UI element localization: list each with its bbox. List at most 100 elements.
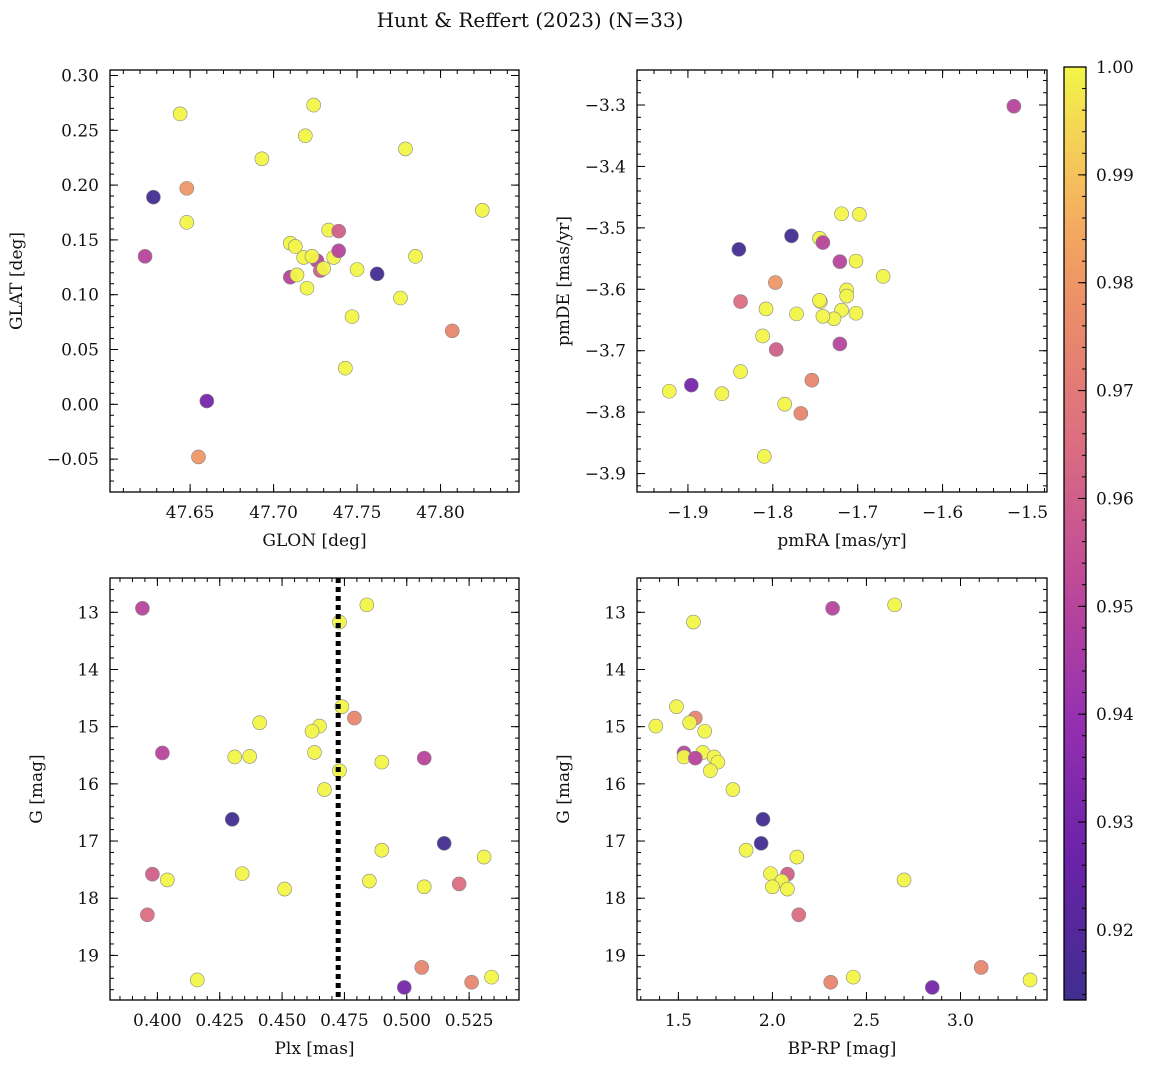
y-axis-label: G [mag] <box>27 754 47 823</box>
scatter-point <box>848 305 864 321</box>
x-tick-label: 0.475 <box>320 1011 369 1031</box>
colorbar-tick-label: 0.99 <box>1096 166 1134 186</box>
scatter-point <box>789 306 804 322</box>
y-axis-label: G [mag] <box>554 754 574 823</box>
x-tick-label: 0.525 <box>445 1011 494 1031</box>
scatter-point <box>191 449 206 465</box>
points <box>648 597 1038 995</box>
scatter-point <box>299 280 315 296</box>
scatter-point <box>304 723 320 739</box>
scatter-point <box>288 239 303 254</box>
scatter-point <box>733 294 748 309</box>
panels-layer: 47.65 47.70 47.75 47.80 −0.05 0.00 0.05 0.10 0.1… <box>7 66 1048 1059</box>
ticks <box>110 70 519 493</box>
scatter-point <box>242 749 257 764</box>
x-tick-label: −1.8 <box>752 503 793 523</box>
colorbar-tick-label: 0.93 <box>1096 813 1134 833</box>
scatter-point <box>227 749 242 765</box>
y-tick-label: −3.7 <box>585 342 626 362</box>
colorbar-gradient <box>1063 66 1087 1001</box>
scatter-point <box>755 328 770 344</box>
scatter-point <box>484 969 499 985</box>
scatter-point <box>145 866 160 882</box>
scatter-point <box>189 972 205 988</box>
scatter-point <box>172 106 188 122</box>
scatter-point <box>823 974 839 990</box>
y-tick-label: 0.10 <box>61 286 99 306</box>
x-tick-label: −1.6 <box>922 503 963 523</box>
y-tick-label: −0.05 <box>47 450 99 470</box>
colorbar-tick-label: 0.96 <box>1096 489 1134 509</box>
y-tick-label: 13 <box>604 603 626 623</box>
y-tick-label: 19 <box>604 946 626 966</box>
scatter-point <box>369 266 385 282</box>
scatter-point <box>317 782 332 797</box>
scatter-point <box>179 215 195 230</box>
scatter-point <box>1006 98 1022 114</box>
y-tick-label: 13 <box>77 603 99 623</box>
scatter-point <box>777 396 793 412</box>
scatter-point <box>839 288 854 304</box>
colorbar: 0.92 0.93 0.94 0.95 0.96 0.97 0.98 0.99 1.00 <box>1063 58 1134 1001</box>
scatter-point <box>688 750 703 766</box>
scatter-point <box>359 597 375 613</box>
colorbar-tick-label: 1.00 <box>1096 58 1134 78</box>
y-tick-label: 15 <box>77 718 99 738</box>
x-tick-label: 0.450 <box>258 1011 307 1031</box>
scatter-point <box>140 907 155 923</box>
scatter-point <box>146 189 161 205</box>
points <box>661 98 1022 464</box>
scatter-point <box>875 269 891 284</box>
x-tick-label: 47.80 <box>416 503 465 523</box>
scatter-point <box>252 715 267 730</box>
scatter-point <box>686 614 701 630</box>
scatter-point <box>416 879 432 895</box>
scatter-point <box>199 393 215 409</box>
colorbar-tick-label: 0.95 <box>1096 597 1134 617</box>
scatter-panel-bottom-left: 0.400 0.425 0.450 0.475 0.500 0.525 13 14 15 16 17… <box>27 577 520 1059</box>
scatter-point <box>789 849 805 865</box>
scatter-point <box>804 372 820 388</box>
scatter-point <box>289 267 305 283</box>
scatter-point <box>334 699 350 714</box>
scatter-panel-top-left: 47.65 47.70 47.75 47.80 −0.05 0.00 0.05 0.10 0.1… <box>7 66 520 551</box>
y-tick-label: 0.15 <box>61 231 99 251</box>
x-tick-label: 47.75 <box>333 503 382 523</box>
x-tick-label: 0.500 <box>382 1011 431 1031</box>
scatter-point <box>137 249 153 264</box>
scatter-point <box>714 386 730 402</box>
scatter-point <box>753 836 769 851</box>
y-tick-label: −3.5 <box>585 219 626 239</box>
x-tick-label: 47.70 <box>249 503 298 523</box>
axes-frame <box>109 577 520 1001</box>
scatter-point <box>784 228 799 244</box>
axes-frame <box>636 577 1048 1001</box>
scatter-point <box>733 364 748 379</box>
y-tick-label: 0.00 <box>61 395 99 415</box>
scatter-point <box>160 872 175 888</box>
colorbar-tick-label: 0.98 <box>1096 274 1134 294</box>
scatter-point <box>254 151 270 167</box>
scatter-point <box>682 715 697 730</box>
y-tick-label: 14 <box>77 660 99 680</box>
scatter-point <box>812 293 827 308</box>
y-axis-label: GLAT [deg] <box>7 232 27 330</box>
y-tick-label: 16 <box>604 775 626 795</box>
scatter-point <box>697 723 713 739</box>
y-tick-label: 18 <box>604 889 626 909</box>
scatter-point <box>661 383 677 399</box>
scatter-point <box>791 907 807 923</box>
scatter-point <box>765 879 780 895</box>
scatter-point <box>852 207 867 222</box>
scatter-point <box>234 866 250 881</box>
scatter-point <box>780 881 795 897</box>
y-tick-label: 17 <box>77 832 99 852</box>
scatter-point <box>832 336 848 352</box>
scatter-point <box>973 960 989 975</box>
scatter-point <box>703 763 718 779</box>
scatter-point <box>768 342 784 357</box>
y-tick-label: 14 <box>604 660 626 680</box>
scatter-point <box>393 290 408 306</box>
